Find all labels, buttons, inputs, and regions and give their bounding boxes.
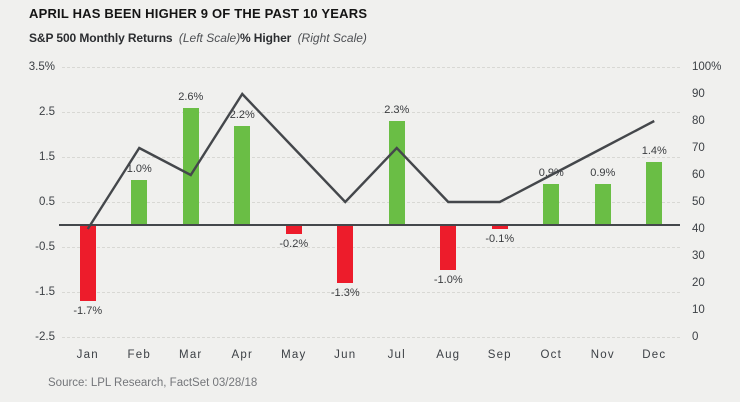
month-label-nov: Nov — [590, 349, 615, 361]
bar-feb — [131, 179, 148, 225]
right-axis-tick-10: 10 — [692, 304, 705, 316]
left-axis-tick--1.5: -1.5 — [35, 286, 55, 298]
bar-value-label-sep: -0.1% — [485, 233, 515, 245]
bar-aug — [440, 224, 457, 270]
bar-value-label-dec: 1.4% — [641, 144, 667, 157]
legend-right-scale-note: (Right Scale) — [297, 31, 367, 45]
bar-value-label-nov: 0.9% — [590, 167, 616, 179]
month-label-jul: Jul — [387, 349, 406, 361]
month-label-dec: Dec — [642, 349, 667, 361]
bar-value-label-jul: 2.3% — [384, 104, 410, 116]
legend-left-series: S&P 500 Monthly Returns (Left Scale) — [29, 31, 240, 45]
bar-jul — [388, 121, 405, 225]
gridline — [62, 247, 680, 248]
gridline — [62, 67, 680, 68]
legend-left-series-name: S&P 500 Monthly Returns — [29, 31, 173, 45]
month-label-may: May — [281, 349, 307, 361]
bar-value-label-jun: -1.3% — [330, 287, 360, 299]
left-axis-tick--2.5: -2.5 — [35, 331, 55, 343]
legend-right-series-name: % Higher — [240, 31, 292, 45]
month-label-feb: Feb — [127, 349, 151, 361]
bar-value-label-may: -0.2% — [279, 237, 309, 250]
bar-nov — [594, 184, 611, 225]
bar-value-label-jan: -1.7% — [73, 305, 103, 317]
month-label-aug: Aug — [436, 349, 461, 361]
right-axis-tick-40: 40 — [692, 223, 705, 235]
bar-value-label-apr: 2.2% — [229, 108, 255, 121]
left-axis-tick-2.5: 2.5 — [39, 106, 55, 118]
left-axis-tick-0.5: 0.5 — [39, 196, 55, 208]
left-axis-tick-3.5: 3.5% — [28, 61, 55, 73]
right-axis-tick-80: 80 — [692, 115, 705, 127]
left-axis-tick--0.5: -0.5 — [35, 241, 55, 253]
right-axis-tick-90: 90 — [692, 88, 705, 100]
legend: S&P 500 Monthly Returns (Left Scale) % H… — [0, 31, 740, 47]
left-axis-tick-1.5: 1.5 — [39, 151, 55, 163]
bar-jan — [79, 224, 96, 301]
bar-may — [285, 224, 302, 234]
bar-apr — [234, 125, 251, 225]
month-label-sep: Sep — [487, 349, 512, 361]
bar-mar — [182, 107, 199, 225]
right-axis-tick-30: 30 — [692, 250, 705, 262]
gridline — [62, 292, 680, 293]
bar-value-label-feb: 1.0% — [126, 162, 152, 175]
legend-left-scale-note: (Left Scale) — [178, 31, 241, 45]
bar-value-label-aug: -1.0% — [433, 273, 463, 286]
month-label-apr: Apr — [231, 349, 253, 361]
gridline — [62, 337, 680, 338]
month-label-jun: Jun — [334, 349, 357, 361]
right-axis-tick-70: 70 — [692, 142, 705, 154]
gridline — [62, 157, 680, 158]
right-axis-tick-20: 20 — [692, 277, 705, 289]
legend-right-series: % Higher (Right Scale) — [240, 31, 367, 45]
month-label-oct: Oct — [540, 349, 562, 361]
month-label-jan: Jan — [76, 349, 99, 361]
month-label-mar: Mar — [179, 349, 203, 361]
right-axis-tick-100: 100% — [692, 61, 722, 73]
gridline — [62, 202, 680, 203]
bar-dec — [646, 161, 663, 225]
right-axis-tick-0: 0 — [692, 331, 699, 343]
right-axis-tick-60: 60 — [692, 169, 705, 181]
bar-value-label-mar: 2.6% — [178, 90, 204, 103]
source-note: Source: LPL Research, FactSet 03/28/18 — [48, 377, 258, 389]
bar-oct — [543, 184, 560, 225]
bar-jun — [337, 224, 354, 283]
chart-title: APRIL HAS BEEN HIGHER 9 OF THE PAST 10 Y… — [29, 6, 368, 21]
right-axis-tick-50: 50 — [692, 196, 705, 208]
zero-axis-line — [59, 223, 680, 226]
